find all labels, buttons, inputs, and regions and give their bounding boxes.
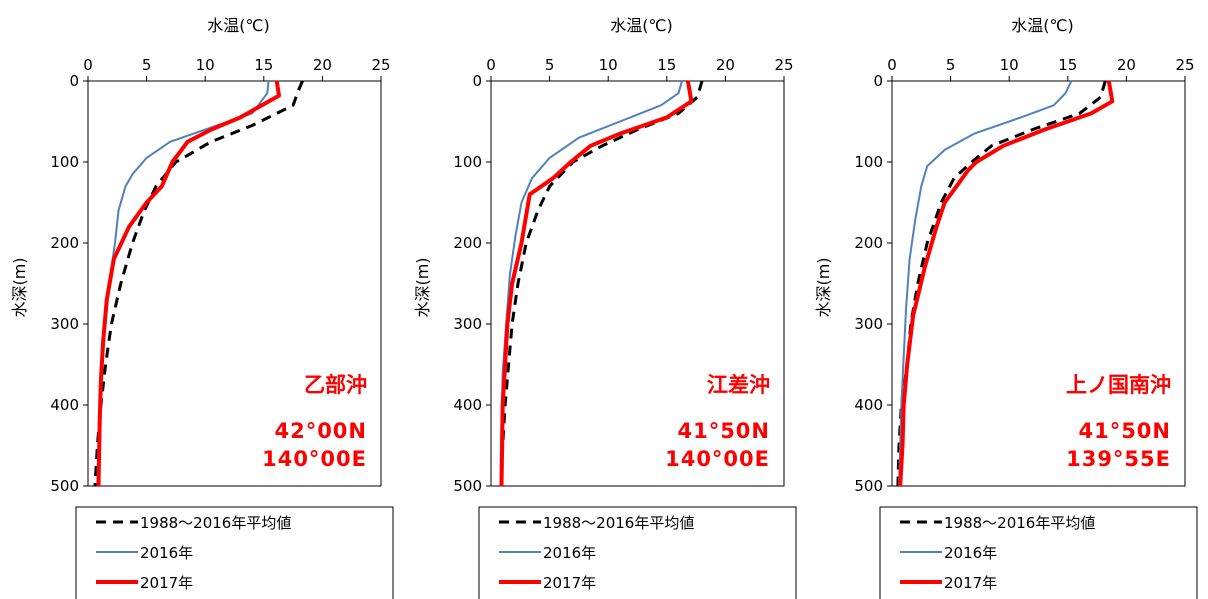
plot-frame xyxy=(490,80,785,487)
y-tick-label: 500 xyxy=(453,477,482,495)
x-tick-label: 10 xyxy=(196,56,215,74)
chart-panel-3: 0 5 10 15 20 25 0 100 200 300 400 500 水温(℃) 水深(m) 上ノ国南… xyxy=(814,16,1198,599)
y-tick-label: 500 xyxy=(854,477,883,495)
legend-label-1: 1988～2016年平均値 xyxy=(944,514,1095,532)
station-lon: 140°00E xyxy=(665,447,770,471)
y-tick-label: 200 xyxy=(854,234,883,252)
plot-frame xyxy=(87,80,382,487)
y-tick-label: 100 xyxy=(854,153,883,171)
station-name: 上ノ国南沖 xyxy=(1066,373,1171,397)
series-line-3 xyxy=(96,80,281,487)
y-tick-label: 100 xyxy=(50,153,79,171)
y-tick-label: 0 xyxy=(69,72,79,90)
x-axis-title: 水温(℃) xyxy=(207,16,269,35)
series-line-3 xyxy=(499,80,694,487)
x-tick-label: 20 xyxy=(313,56,332,74)
plot-frame xyxy=(891,80,1186,487)
chart-panel-2: 0 5 10 15 20 25 0 100 200 300 400 500 水温(℃) 水深(m) 江差沖 4… xyxy=(413,16,797,599)
y-tick-label: 200 xyxy=(453,234,482,252)
y-tick-label: 300 xyxy=(453,315,482,333)
x-tick-label: 10 xyxy=(1000,56,1019,74)
legend-label-1: 1988～2016年平均値 xyxy=(543,514,694,532)
x-tick-label: 25 xyxy=(1175,56,1194,74)
y-axis-title: 水深(m) xyxy=(10,257,29,317)
legend-label-2: 2016年 xyxy=(543,544,596,562)
y-axis-title: 水深(m) xyxy=(814,257,833,317)
legend-label-2: 2016年 xyxy=(944,544,997,562)
station-lat: 42°00N xyxy=(274,419,367,443)
series-line-1 xyxy=(93,80,304,487)
station-lat: 41°50N xyxy=(1078,419,1171,443)
y-tick-label: 500 xyxy=(50,477,79,495)
legend-label-1: 1988～2016年平均値 xyxy=(140,514,291,532)
x-tick-label: 20 xyxy=(716,56,735,74)
x-tick-label: 5 xyxy=(142,56,152,74)
station-lat: 41°50N xyxy=(677,419,770,443)
y-tick-label: 400 xyxy=(453,396,482,414)
x-tick-label: 15 xyxy=(1058,56,1077,74)
x-tick-label: 0 xyxy=(887,56,897,74)
y-tick-label: 200 xyxy=(50,234,79,252)
x-axis-title: 水温(℃) xyxy=(1011,16,1073,35)
x-tick-label: 15 xyxy=(254,56,273,74)
station-name: 江差沖 xyxy=(707,373,770,397)
legend-label-2: 2016年 xyxy=(140,544,193,562)
y-tick-label: 300 xyxy=(854,315,883,333)
x-tick-label: 0 xyxy=(486,56,496,74)
x-tick-label: 10 xyxy=(599,56,618,74)
series-line-2 xyxy=(898,80,1073,487)
x-tick-label: 0 xyxy=(83,56,93,74)
x-axis-title: 水温(℃) xyxy=(610,16,672,35)
x-tick-label: 20 xyxy=(1117,56,1136,74)
x-tick-label: 25 xyxy=(774,56,793,74)
y-tick-label: 400 xyxy=(50,396,79,414)
y-tick-label: 0 xyxy=(472,72,482,90)
y-axis-title: 水深(m) xyxy=(413,257,432,317)
station-name: 乙部沖 xyxy=(304,373,367,397)
station-lon: 140°00E xyxy=(262,447,367,471)
legend-label-3: 2017年 xyxy=(140,574,193,592)
x-tick-label: 5 xyxy=(946,56,956,74)
x-tick-label: 15 xyxy=(657,56,676,74)
station-lon: 139°55E xyxy=(1066,447,1171,471)
x-tick-label: 5 xyxy=(545,56,555,74)
y-tick-label: 300 xyxy=(50,315,79,333)
y-tick-label: 100 xyxy=(453,153,482,171)
x-tick-label: 25 xyxy=(371,56,390,74)
series-line-3 xyxy=(898,80,1115,487)
legend-label-3: 2017年 xyxy=(944,574,997,592)
legend-label-3: 2017年 xyxy=(543,574,596,592)
chart-panel-1: 0 5 10 15 20 25 0 100 200 300 400 500 水温(℃) 水深(m) 乙部沖 4… xyxy=(10,16,394,599)
y-tick-label: 400 xyxy=(854,396,883,414)
y-tick-label: 0 xyxy=(873,72,883,90)
series-line-1 xyxy=(896,80,1107,487)
